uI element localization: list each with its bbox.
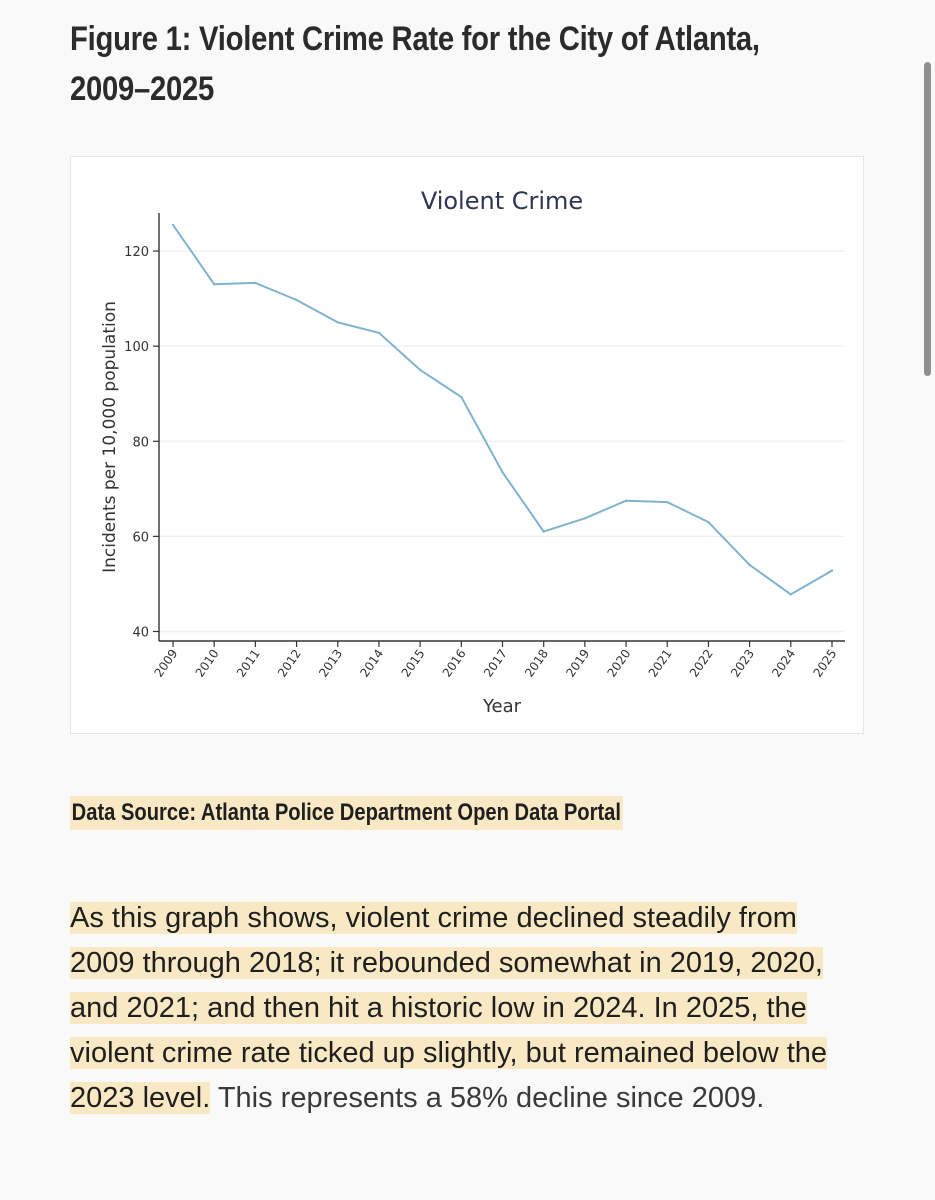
x-axis-label: Year [482, 696, 522, 717]
x-ticks: 2009 2010 2011 2012 2013 2014 2015 2016 2017 2018… [151, 641, 839, 680]
chart-card: 40 60 80 100 120 2009 2010 2011 2012 2013 2014 201… [70, 156, 864, 734]
x-tick-label: 2016 [440, 647, 469, 680]
data-point [624, 499, 628, 502]
x-tick-label: 2015 [399, 647, 428, 680]
figure-title: Figure 1: Violent Crime Rate for the Cit… [70, 20, 760, 108]
x-tick-label: 2021 [646, 647, 675, 680]
x-tick-label: 2022 [687, 647, 716, 680]
body-paragraph: As this graph shows, violent crime decli… [70, 896, 860, 1121]
y-ticks: 40 60 80 100 120 [124, 245, 159, 640]
data-point [501, 470, 504, 474]
series-line [172, 223, 833, 596]
gridlines [159, 250, 845, 633]
x-tick-label: 2017 [481, 647, 510, 680]
x-tick-label: 2014 [357, 647, 386, 680]
data-point [254, 281, 257, 285]
y-axis-label: Incidents per 10,000 population [100, 301, 120, 573]
x-tick-label: 2009 [151, 647, 180, 680]
x-tick-label: 2012 [275, 647, 304, 680]
data-point [789, 593, 793, 596]
data-point [377, 331, 381, 335]
x-tick-label: 2018 [522, 647, 551, 680]
data-point [707, 520, 710, 524]
data-point [460, 395, 463, 399]
x-tick-label: 2024 [769, 647, 798, 680]
chart-title: Violent Crime [421, 187, 583, 215]
violent-crime-line-chart: 40 60 80 100 120 2009 2010 2011 2012 2013 2014 201… [100, 187, 845, 717]
data-source-note: Data Source: Atlanta Police Department O… [70, 796, 623, 830]
x-tick-label: 2013 [316, 647, 345, 680]
y-tick-label: 120 [124, 245, 149, 260]
data-point [748, 563, 751, 567]
data-point [666, 500, 669, 504]
x-tick-label: 2011 [234, 647, 263, 680]
x-tick-label: 2020 [605, 647, 634, 680]
y-tick-label: 40 [132, 625, 149, 640]
data-point [418, 368, 422, 372]
data-point [336, 321, 339, 324]
y-tick-label: 60 [132, 530, 149, 545]
x-tick-label: 2019 [563, 647, 592, 680]
x-tick-label: 2023 [728, 647, 757, 680]
x-tick-label: 2025 [810, 647, 839, 680]
data-point [542, 530, 545, 533]
axes [158, 213, 845, 642]
y-tick-label: 80 [132, 435, 149, 450]
data-point [212, 283, 216, 286]
scrollbar-thumb[interactable] [924, 62, 931, 376]
data-point [583, 517, 587, 520]
y-tick-label: 100 [124, 340, 149, 355]
data-point [295, 298, 298, 302]
data-point [830, 569, 834, 572]
data-point [171, 223, 175, 227]
x-tick-label: 2010 [193, 647, 222, 680]
series [171, 223, 834, 596]
body-text-rest: This represents a 58% decline since 2009… [210, 1082, 765, 1114]
